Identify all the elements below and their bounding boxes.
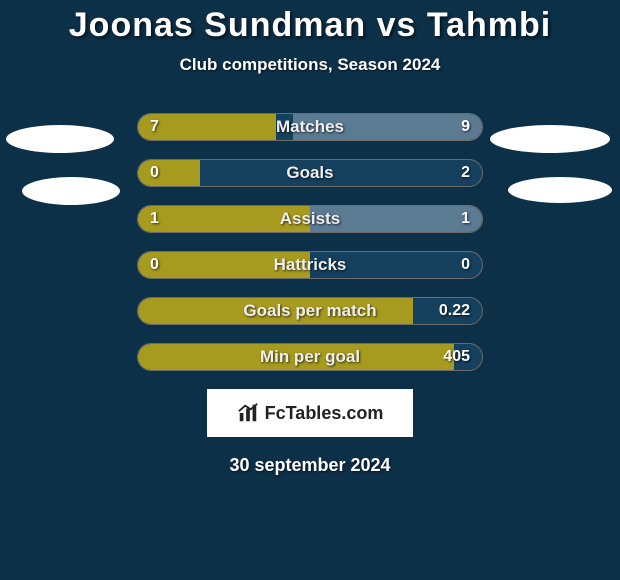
stat-row: 00Hattricks [137, 251, 483, 279]
player1-fill [138, 206, 310, 232]
player2-value: 0 [461, 252, 470, 278]
stat-row: 405Min per goal [137, 343, 483, 371]
stat-row: 0.22Goals per match [137, 297, 483, 325]
player1-fill [138, 252, 310, 278]
stat-row: 79Matches [137, 113, 483, 141]
subtitle: Club competitions, Season 2024 [0, 55, 620, 75]
player1-value: 0 [150, 160, 159, 186]
player1-fill [138, 160, 200, 186]
comparison-chart: 79Matches02Goals11Assists00Hattricks0.22… [0, 113, 620, 476]
footer-date: 30 september 2024 [0, 455, 620, 476]
brand-logo-icon [237, 402, 259, 424]
player2-silhouette-a [490, 125, 610, 153]
player2-value: 9 [461, 114, 470, 140]
player2-silhouette-b [508, 177, 612, 203]
player1-silhouette-b [22, 177, 120, 205]
brand-text: FcTables.com [265, 403, 384, 424]
player1-value: 7 [150, 114, 159, 140]
brand-strip: FcTables.com [207, 389, 413, 437]
player1-value: 0 [150, 252, 159, 278]
player2-value: 1 [461, 206, 470, 232]
player2-value: 405 [443, 344, 470, 370]
stat-row: 11Assists [137, 205, 483, 233]
player2-fill [310, 206, 482, 232]
player1-silhouette-a [6, 125, 114, 153]
player1-fill [138, 298, 413, 324]
stat-row: 02Goals [137, 159, 483, 187]
player1-fill [138, 344, 454, 370]
player2-value: 2 [461, 160, 470, 186]
player2-value: 0.22 [439, 298, 470, 324]
page-title: Joonas Sundman vs Tahmbi [0, 0, 620, 45]
player2-fill [293, 114, 482, 140]
player1-value: 1 [150, 206, 159, 232]
